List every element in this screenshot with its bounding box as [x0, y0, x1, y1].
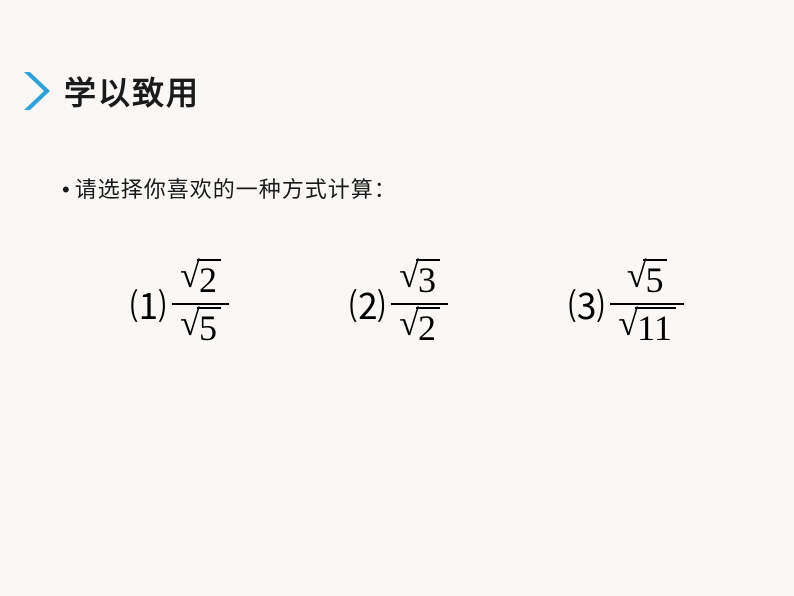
slide-title: 学以致用 — [64, 68, 200, 114]
numerator: √ 3 — [391, 259, 448, 301]
slide-header: 学以致用 — [0, 0, 794, 114]
radicand: 5 — [643, 259, 667, 301]
radical-symbol: √ — [618, 305, 638, 341]
radical-symbol: √ — [627, 257, 647, 293]
denominator: √ 2 — [391, 307, 448, 349]
problem-label: ⑶ — [568, 278, 604, 330]
instruction-content: 请选择你喜欢的一种方式计算： — [75, 177, 397, 202]
radicand: 11 — [635, 307, 676, 349]
square-root: √ 5 — [180, 307, 221, 349]
square-root: √ 2 — [180, 259, 221, 301]
problem-3: ⑶ √ 5 √ 11 — [568, 259, 683, 348]
denominator: √ 5 — [172, 307, 229, 349]
instruction-text: •请选择你喜欢的一种方式计算： — [0, 114, 794, 204]
problems-container: ⑴ √ 2 √ 5 ⑵ √ 3 — [0, 204, 794, 348]
radicand: 2 — [197, 259, 221, 301]
bullet-icon: • — [62, 177, 71, 202]
radical-symbol: √ — [399, 305, 419, 341]
denominator: √ 11 — [610, 307, 683, 349]
radicand: 2 — [416, 307, 440, 349]
chevron-right-icon — [22, 70, 52, 112]
fraction: √ 5 √ 11 — [610, 259, 683, 348]
square-root: √ 11 — [618, 307, 675, 349]
square-root: √ 2 — [399, 307, 440, 349]
fraction: √ 3 √ 2 — [391, 259, 448, 348]
problem-label: ⑴ — [130, 278, 166, 330]
problem-2: ⑵ √ 3 √ 2 — [349, 259, 448, 348]
radical-symbol: √ — [180, 257, 200, 293]
problem-1: ⑴ √ 2 √ 5 — [130, 259, 229, 348]
numerator: √ 2 — [172, 259, 229, 301]
radical-symbol: √ — [399, 257, 419, 293]
fraction: √ 2 √ 5 — [172, 259, 229, 348]
radicand: 5 — [197, 307, 221, 349]
radical-symbol: √ — [180, 305, 200, 341]
radicand: 3 — [416, 259, 440, 301]
numerator: √ 5 — [619, 259, 676, 301]
square-root: √ 3 — [399, 259, 440, 301]
problem-label: ⑵ — [349, 278, 385, 330]
square-root: √ 5 — [627, 259, 668, 301]
